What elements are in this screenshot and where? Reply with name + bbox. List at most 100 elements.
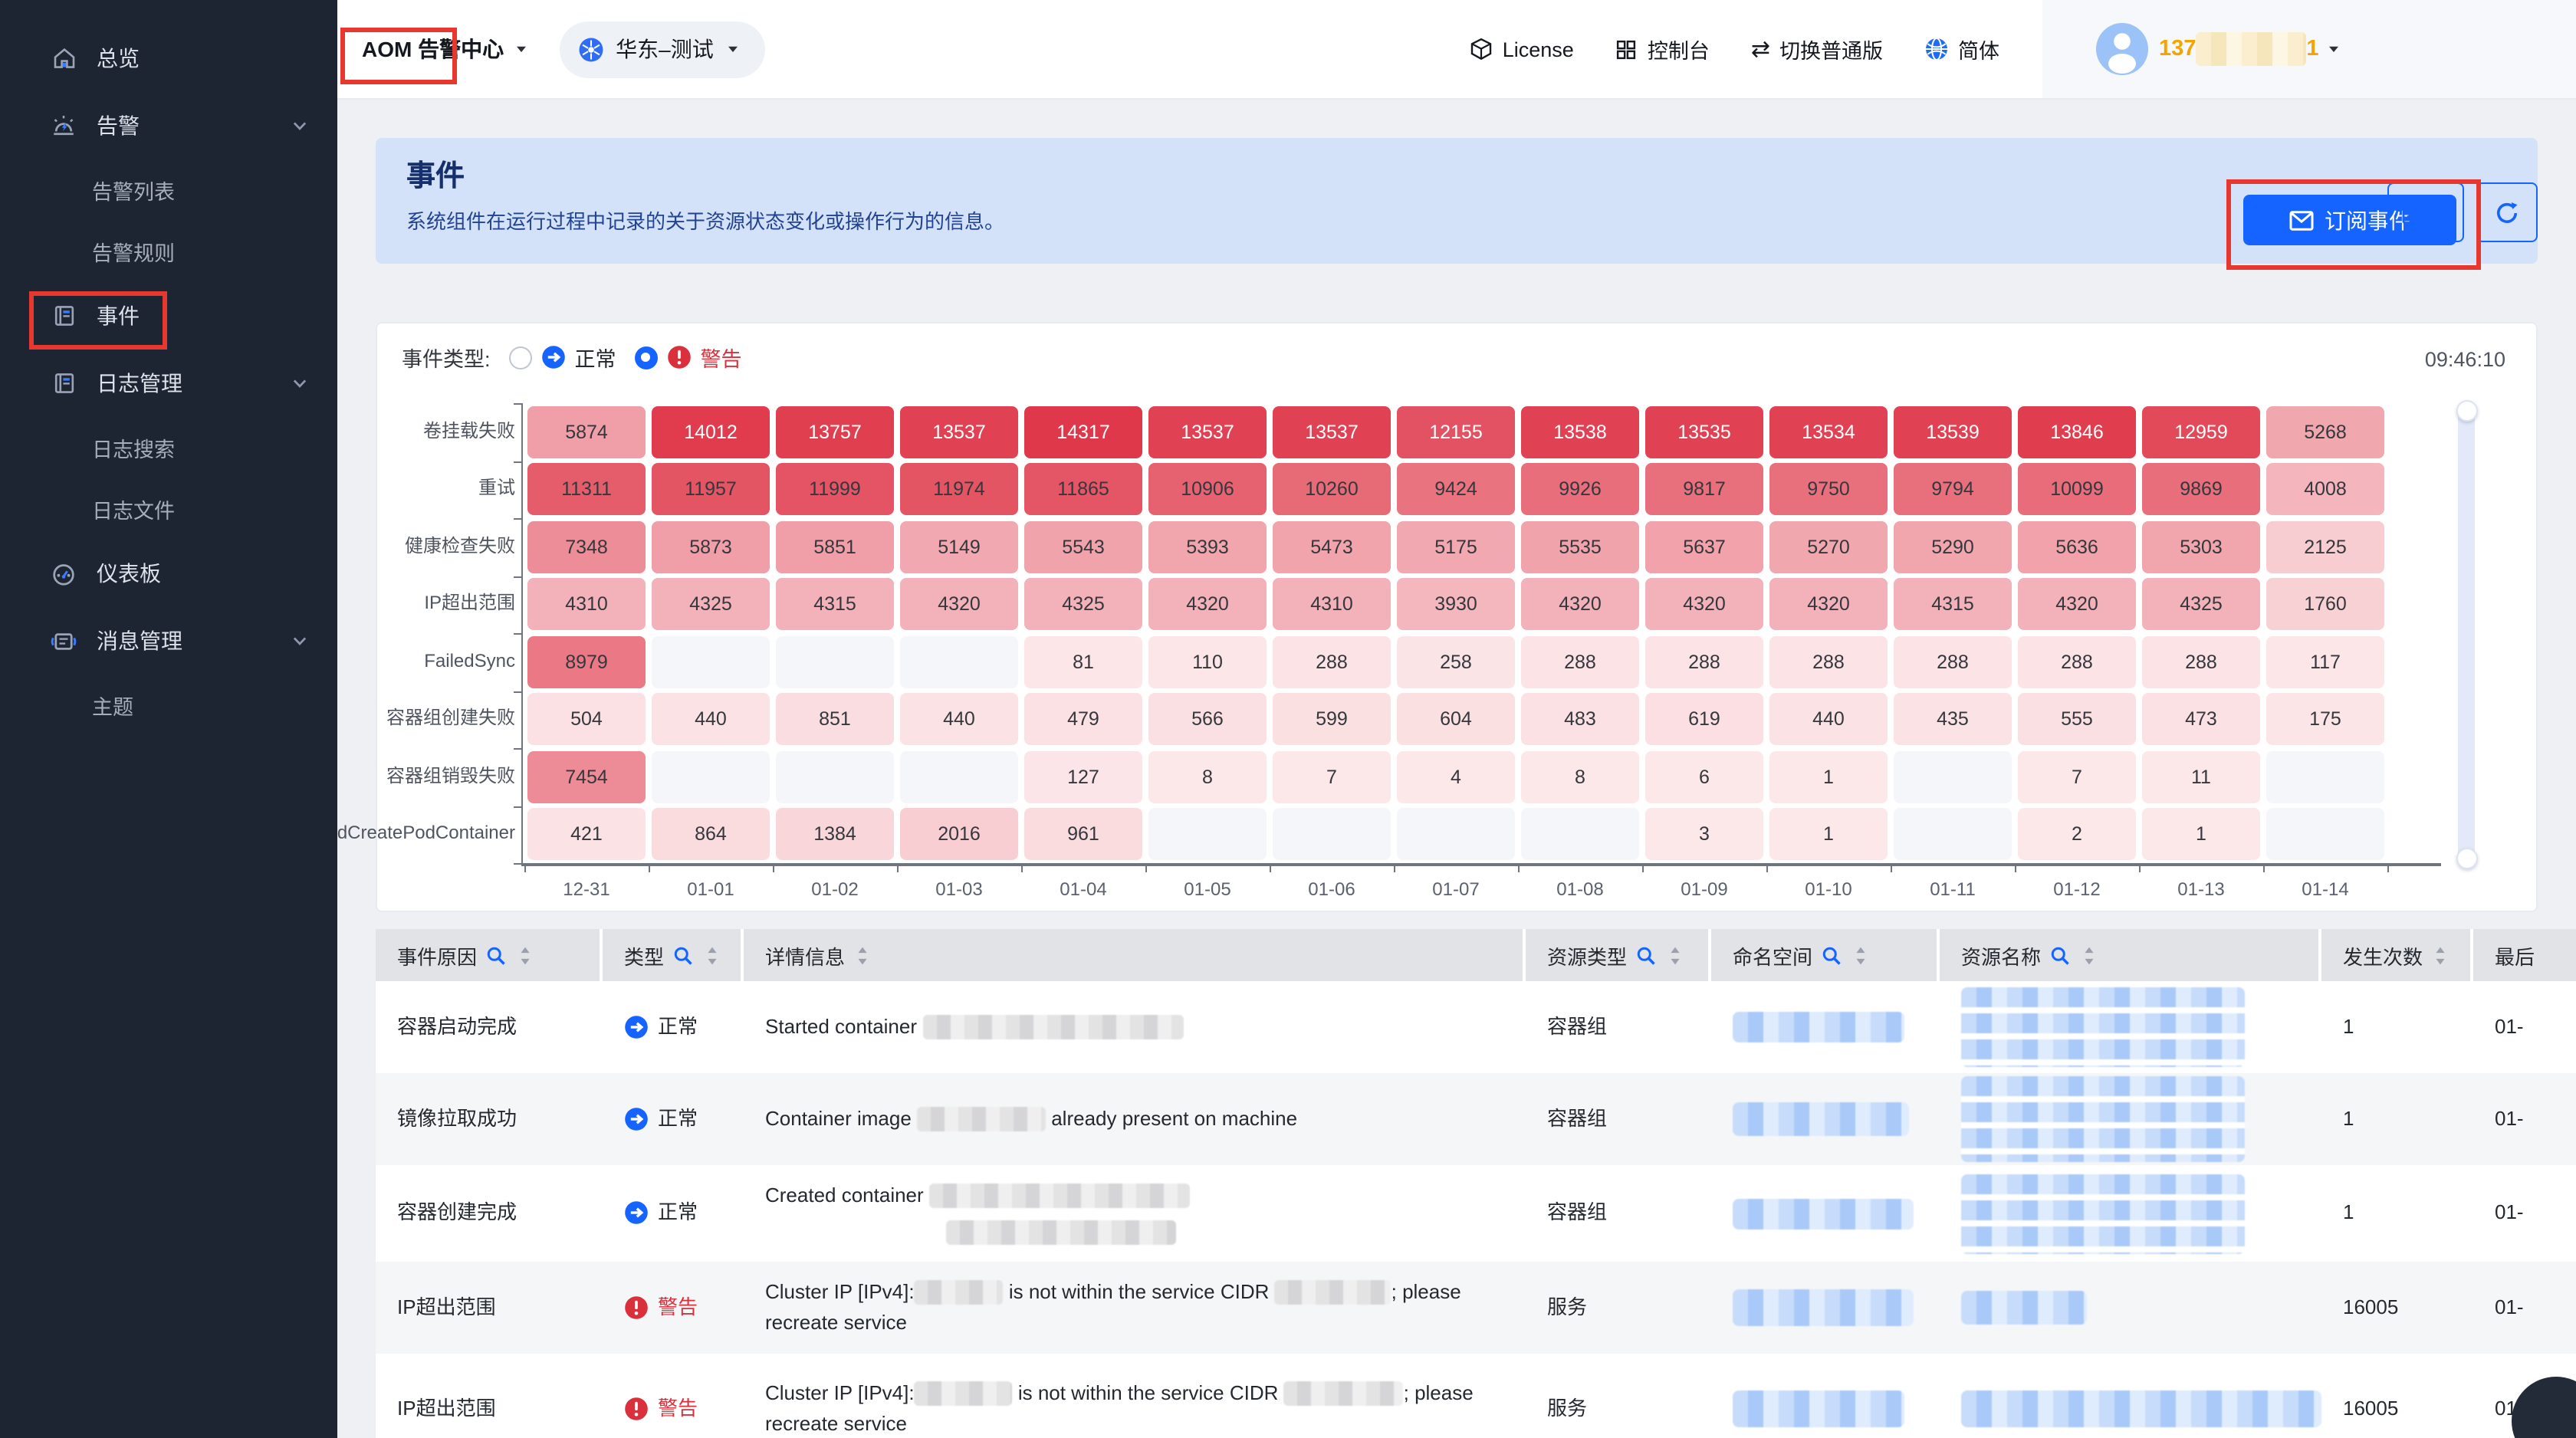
heatmap-cell[interactable]: 1	[1769, 808, 1888, 860]
heatmap-cell[interactable]: 4325	[652, 578, 770, 630]
sidebar-item-log-search[interactable]: 日志搜索	[0, 417, 337, 478]
heatmap-cell[interactable]	[900, 750, 1018, 803]
column-header[interactable]: 资源类型	[1526, 929, 1711, 981]
heatmap-cell[interactable]	[776, 750, 894, 803]
heatmap-cell[interactable]: 8979	[527, 635, 646, 688]
heatmap-cell[interactable]: 4320	[1521, 578, 1639, 630]
heatmap-cell[interactable]: 4325	[2142, 578, 2260, 630]
heatmap-cell[interactable]: 175	[2266, 693, 2384, 745]
column-header[interactable]: 类型	[603, 929, 744, 981]
heatmap-cell[interactable]: 10099	[2018, 463, 2136, 515]
sort-icon[interactable]	[702, 944, 722, 967]
heatmap-cell[interactable]: 5873	[652, 520, 770, 573]
heatmap-cell[interactable]: 8	[1148, 750, 1267, 803]
heatmap-cell[interactable]	[2266, 808, 2384, 860]
heatmap-cell[interactable]: 3930	[1397, 578, 1515, 630]
sidebar-item-dashboard[interactable]: 仪表板	[0, 540, 337, 607]
heatmap-cell[interactable]: 9424	[1397, 463, 1515, 515]
refresh-button[interactable]	[2476, 182, 2538, 242]
heatmap-cell[interactable]: 555	[2018, 693, 2136, 745]
column-header[interactable]: 最后	[2495, 945, 2535, 968]
heatmap-cell[interactable]: 11999	[776, 463, 894, 515]
heatmap-cell[interactable]: 81	[1024, 635, 1142, 688]
search-icon[interactable]	[1820, 944, 1843, 967]
heatmap-cell[interactable]: 13757	[776, 405, 894, 458]
heatmap-cell[interactable]: 5393	[1148, 520, 1267, 573]
heatmap-scrollbar[interactable]	[2456, 400, 2477, 869]
heatmap-cell[interactable]: 7454	[527, 750, 646, 803]
sidebar-item-message-management[interactable]: 消息管理	[0, 607, 337, 675]
heatmap-cell[interactable]	[1273, 808, 1391, 860]
heatmap-cell[interactable]: 3	[1645, 808, 1763, 860]
heatmap-cell[interactable]: 4315	[1894, 578, 2012, 630]
sidebar-item-topics[interactable]: 主题	[0, 675, 337, 736]
heatmap-cell[interactable]	[2266, 750, 2384, 803]
heatmap-cell[interactable]: 11311	[527, 463, 646, 515]
table-row[interactable]: 容器启动完成 正常 Started container 容器组 1 01-	[376, 981, 2576, 1073]
heatmap-cell[interactable]: 9926	[1521, 463, 1639, 515]
heatmap-cell[interactable]: 5303	[2142, 520, 2260, 573]
heatmap-cell[interactable]: 288	[1521, 635, 1639, 688]
heatmap-cell[interactable]	[1894, 808, 2012, 860]
heatmap-cell[interactable]: 9869	[2142, 463, 2260, 515]
cluster-selector[interactable]: 华东–测试	[559, 21, 766, 77]
heatmap-cell[interactable]: 9817	[1645, 463, 1763, 515]
chevron-down-icon[interactable]	[290, 116, 310, 136]
heatmap-cell[interactable]	[652, 635, 770, 688]
heatmap-cell[interactable]: 504	[527, 693, 646, 745]
column-header[interactable]: 详情信息	[744, 929, 1526, 981]
heatmap-cell[interactable]: 7348	[527, 520, 646, 573]
heatmap-cell[interactable]: 479	[1024, 693, 1142, 745]
heatmap-cell[interactable]: 7	[1273, 750, 1391, 803]
search-icon[interactable]	[1635, 944, 1658, 967]
product-switcher-dropdown[interactable]: AOM 告警中心	[353, 21, 537, 77]
heatmap-cell[interactable]: 5637	[1645, 520, 1763, 573]
radio-unselected[interactable]	[508, 346, 532, 369]
heatmap-cell[interactable]	[1894, 750, 2012, 803]
heatmap-cell[interactable]: 4008	[2266, 463, 2384, 515]
heatmap-cell[interactable]: 288	[2018, 635, 2136, 688]
sidebar-item-alarm-list[interactable]: 告警列表	[0, 159, 337, 221]
sort-icon[interactable]	[2079, 944, 2099, 967]
heatmap-cell[interactable]: 1384	[776, 808, 894, 860]
radio-selected[interactable]	[634, 346, 658, 369]
heatmap-cell[interactable]: 5270	[1769, 520, 1888, 573]
heatmap-cell[interactable]: 5268	[2266, 405, 2384, 458]
sort-icon[interactable]	[853, 944, 872, 967]
heatmap-cell[interactable]: 1760	[2266, 578, 2384, 630]
heatmap-cell[interactable]: 13539	[1894, 405, 2012, 458]
column-header[interactable]: 发生次数	[2321, 929, 2473, 981]
chevron-down-icon[interactable]	[290, 631, 310, 651]
heatmap-cell[interactable]: 440	[652, 693, 770, 745]
table-row[interactable]: 镜像拉取成功 正常 Container image already present …	[376, 1073, 2576, 1165]
heatmap-cell[interactable]: 4325	[1024, 578, 1142, 630]
header-link-license[interactable]: License	[1469, 37, 1574, 61]
heatmap-cell[interactable]: 1	[1769, 750, 1888, 803]
heatmap-cell[interactable]: 4320	[900, 578, 1018, 630]
sidebar-item-log-management[interactable]: 日志管理	[0, 350, 337, 417]
heatmap-cell[interactable]: 4310	[527, 578, 646, 630]
heatmap-cell[interactable]: 110	[1148, 635, 1267, 688]
heatmap-cell[interactable]: 4320	[2018, 578, 2136, 630]
heatmap-cell[interactable]: 4320	[1769, 578, 1888, 630]
heatmap-cell[interactable]: 288	[1645, 635, 1763, 688]
heatmap-cell[interactable]: 440	[1769, 693, 1888, 745]
heatmap-cell[interactable]	[652, 750, 770, 803]
sidebar-item-events[interactable]: 事件	[0, 282, 337, 350]
heatmap-cell[interactable]: 13537	[1273, 405, 1391, 458]
heatmap-cell[interactable]: 258	[1397, 635, 1515, 688]
sort-icon[interactable]	[515, 944, 535, 967]
heatmap-cell[interactable]	[776, 635, 894, 688]
heatmap-cell[interactable]: 5149	[900, 520, 1018, 573]
sort-icon[interactable]	[1851, 944, 1871, 967]
sort-icon[interactable]	[2430, 944, 2450, 967]
heatmap-cell[interactable]: 11865	[1024, 463, 1142, 515]
header-link-console[interactable]: 控制台	[1615, 34, 1710, 64]
sidebar-item-overview[interactable]: 总览	[0, 25, 337, 92]
heatmap-cell[interactable]	[1521, 808, 1639, 860]
heatmap-cell[interactable]: 13537	[1148, 405, 1267, 458]
heatmap-cell[interactable]: 288	[1273, 635, 1391, 688]
heatmap-cell[interactable]: 4320	[1148, 578, 1267, 630]
heatmap-cell[interactable]: 11	[2142, 750, 2260, 803]
table-row[interactable]: IP超出范围 警告 Cluster IP [IPv4]: is not within…	[376, 1262, 2576, 1354]
